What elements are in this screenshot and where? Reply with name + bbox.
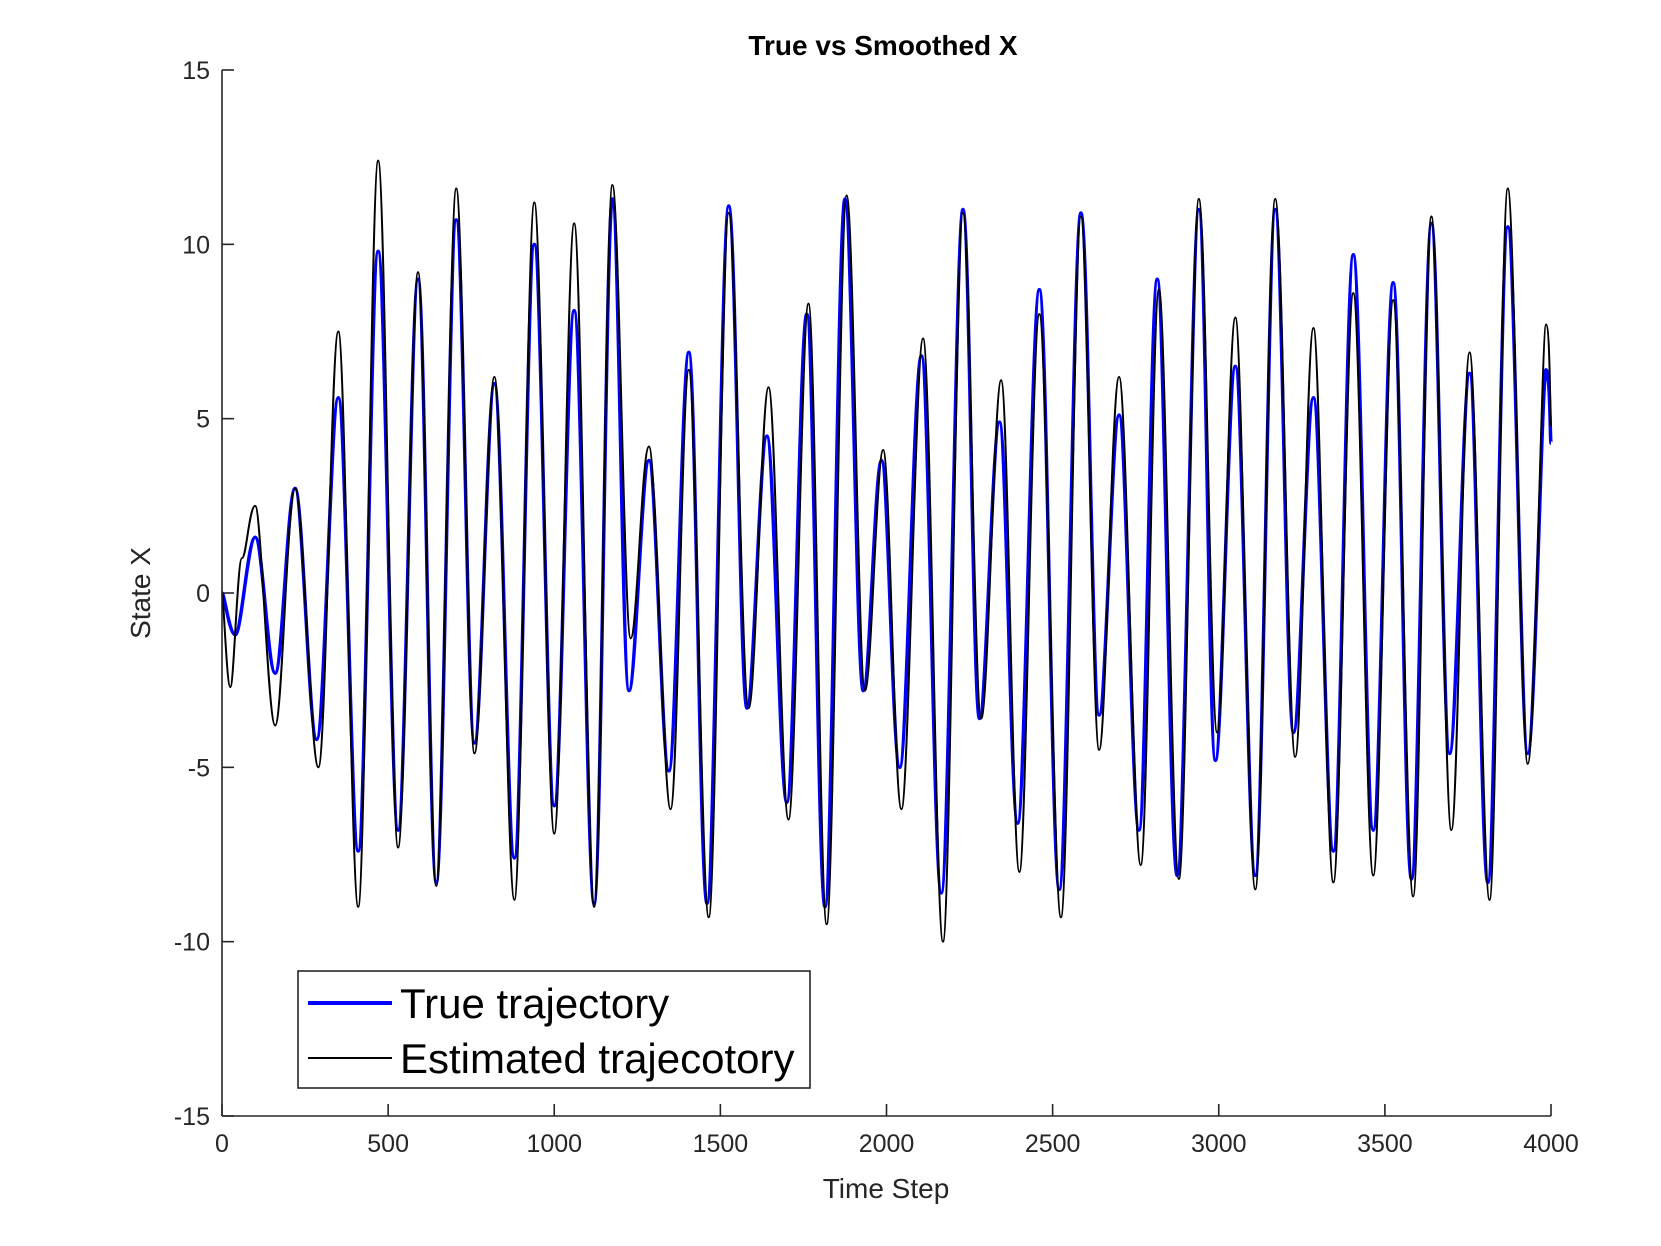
series-layer	[220, 159, 1553, 943]
x-tick-label: 3000	[1191, 1130, 1247, 1158]
series-line-estimated-trajectory	[221, 159, 1552, 943]
y-tick-label: -15	[174, 1103, 210, 1131]
x-tick-label: 3500	[1357, 1130, 1413, 1158]
chart-title: True vs Smoothed X	[748, 30, 1017, 61]
y-axis-title: State X	[125, 547, 156, 639]
x-tick-label: 500	[367, 1130, 409, 1158]
y-tick-label: -5	[188, 754, 210, 782]
y-tick-label: -10	[174, 929, 210, 957]
legend: True trajectory Estimated trajecotory	[297, 970, 811, 1089]
x-tick-label: 0	[215, 1130, 229, 1158]
y-tick-label: 10	[182, 231, 210, 259]
x-tick-label: 1500	[693, 1130, 749, 1158]
x-tick-label: 4000	[1523, 1130, 1579, 1158]
y-tick-label: 15	[182, 57, 210, 85]
x-tick-label: 1000	[526, 1130, 582, 1158]
legend-box	[297, 970, 811, 1089]
x-axis-title: Time Step	[823, 1173, 950, 1204]
x-tick-label: 2500	[1025, 1130, 1081, 1158]
ticks-layer: 0 500 1000 1500 2000 2500 3000 3500 4000 -15 -10 -5…	[174, 57, 1579, 1158]
legend-label-true-trajectory: True trajectory	[400, 980, 669, 1027]
x-tick-label: 2000	[859, 1130, 915, 1158]
y-tick-label: 0	[196, 580, 210, 608]
legend-label-estimated-trajectory: Estimated trajecotory	[400, 1035, 795, 1082]
y-tick-label: 5	[196, 406, 210, 434]
